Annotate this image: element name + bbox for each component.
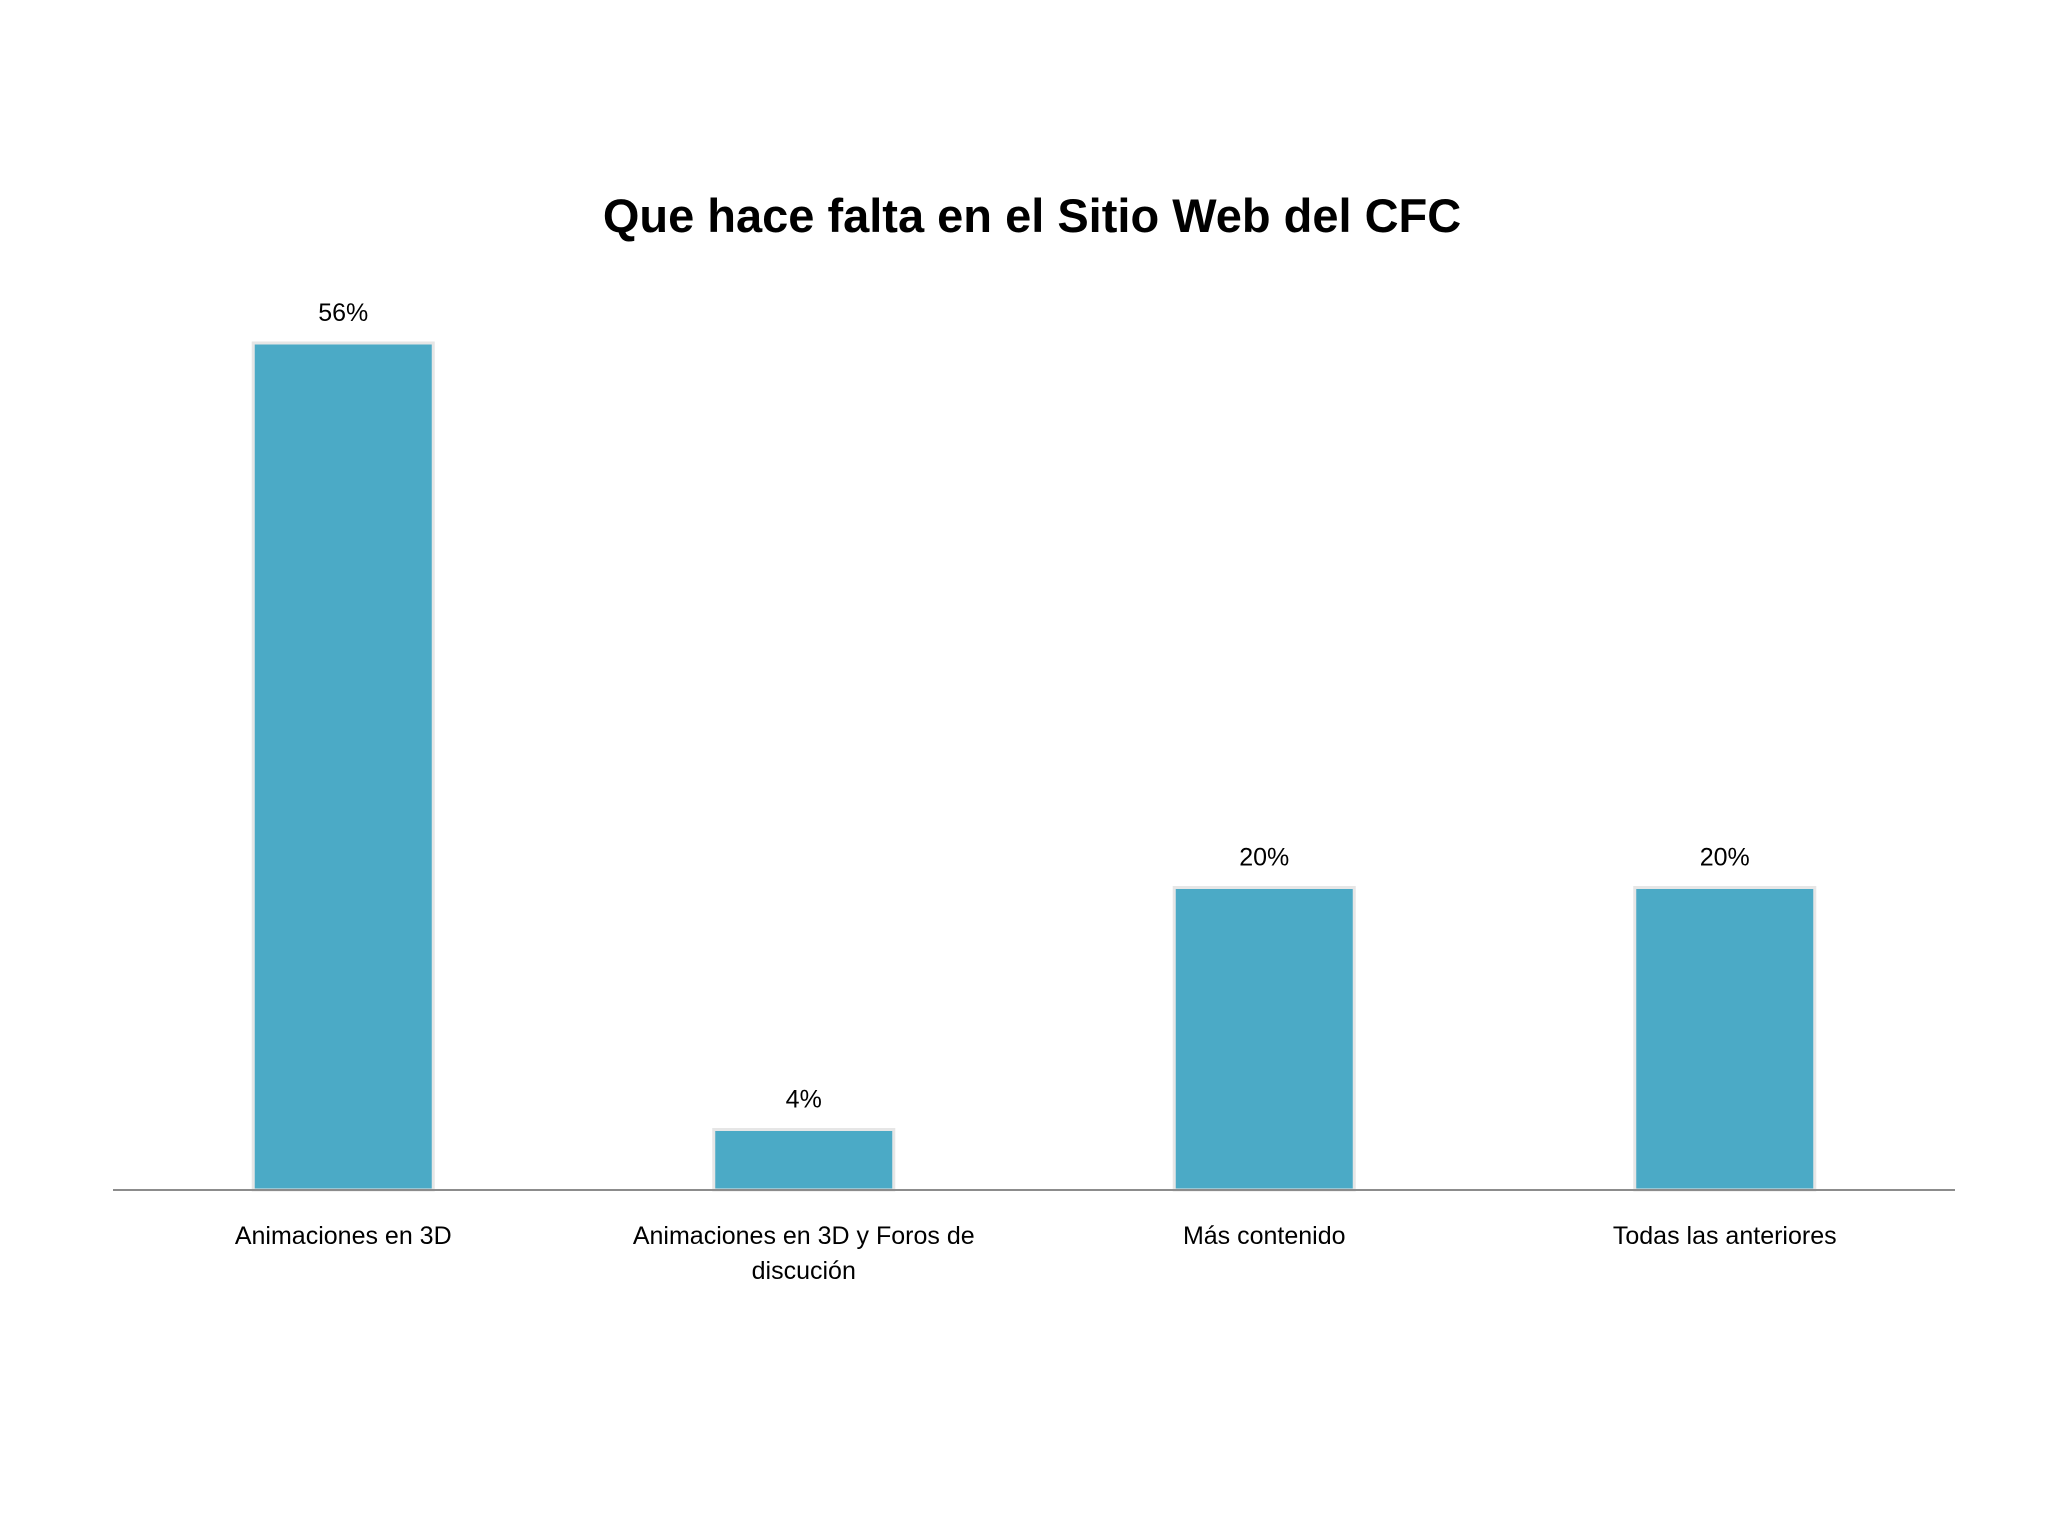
category-label-2: Animaciones en 3D y Foros de discución — [633, 1222, 975, 1285]
data-label-1: 56% — [318, 299, 368, 327]
bar-4 — [1633, 886, 1817, 1192]
chart-title: Que hace falta en el Sitio Web del CFC — [603, 189, 1461, 242]
bars-group: 56% Animaciones en 3D 4% Animaciones en 3D … — [235, 299, 1837, 1285]
data-label-3: 20% — [1239, 844, 1289, 872]
category-label-3: Más contenido — [1183, 1222, 1346, 1250]
data-label-4: 20% — [1700, 844, 1750, 872]
bar-3 — [1172, 886, 1356, 1192]
bar-1 — [251, 341, 435, 1192]
category-label-1: Animaciones en 3D — [235, 1222, 452, 1250]
data-label-2: 4% — [786, 1086, 822, 1114]
bar-2 — [712, 1128, 896, 1192]
category-label-4: Todas las anteriores — [1613, 1222, 1837, 1250]
